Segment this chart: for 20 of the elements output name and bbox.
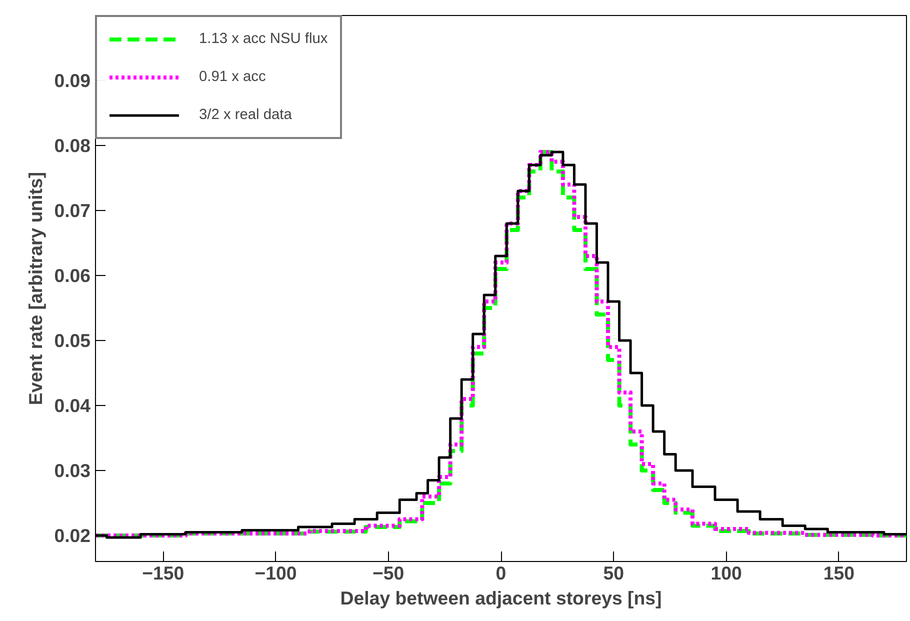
y-axis-title: Event rate [arbitrary units] [25,172,46,406]
y-tick-label: 0.06 [54,265,90,286]
x-tick-label: 0 [496,562,506,584]
legend-label: 1.13 x acc NSU flux [199,31,328,47]
x-tick-label: −50 [372,562,404,584]
x-tick-label: 150 [823,562,854,584]
y-tick-label: 0.09 [54,70,90,91]
y-tick-label: 0.03 [54,460,90,481]
legend-label: 0.91 x acc [199,69,266,85]
y-tick-label: 0.02 [54,525,90,546]
x-tick-label: 100 [710,562,742,584]
x-tick-label: 50 [603,562,624,584]
y-tick-label: 0.05 [54,330,90,351]
x-tick-label: −100 [254,562,297,584]
x-axis-title: Delay between adjacent storeys [ns] [340,588,662,608]
y-tick-label: 0.08 [54,135,90,156]
y-tick-label: 0.04 [54,395,92,416]
y-tick-label: 0.07 [54,200,90,221]
legend-label: 3/2 x real data [199,107,292,123]
x-tick-label: −150 [142,562,184,584]
